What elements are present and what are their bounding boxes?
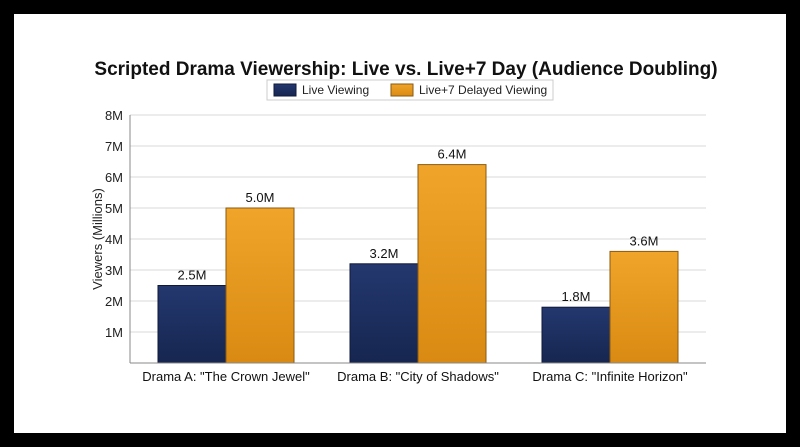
legend-swatch xyxy=(390,83,414,97)
y-axis-label: Viewers (Millions) xyxy=(90,188,105,290)
x-category-label: Drama A: "The Crown Jewel" xyxy=(142,369,310,384)
y-tick-label: 6M xyxy=(105,170,123,185)
bar-live xyxy=(157,285,227,364)
bar-value-label: 1.8M xyxy=(562,289,591,304)
legend-label: Live Viewing xyxy=(302,83,369,97)
y-tick-label: 5M xyxy=(105,201,123,216)
y-tick-label: 2M xyxy=(105,294,123,309)
axes: 1M 2M 3M 4M 5M 6M 7M 8M Drama A: "The Crown Jewe… xyxy=(105,108,706,384)
y-tick-label: 3M xyxy=(105,263,123,278)
y-tick-label: 1M xyxy=(105,325,123,340)
bar-value-label: 3.6M xyxy=(630,233,659,248)
bar-live xyxy=(541,306,611,364)
bar-value-label: 2.5M xyxy=(178,268,207,283)
bar-live xyxy=(349,263,419,364)
legend-label: Live+7 Delayed Viewing xyxy=(419,83,547,97)
y-tick-label: 4M xyxy=(105,232,123,247)
bar-value-label: 6.4M xyxy=(438,147,467,162)
x-category-label: Drama C: "Infinite Horizon" xyxy=(532,369,688,384)
bar-chart: Scripted Drama Viewership: Live vs. Live… xyxy=(90,59,718,384)
bar-value-label: 3.2M xyxy=(370,246,399,261)
y-tick-label: 7M xyxy=(105,139,123,154)
bar-value-label: 5.0M xyxy=(246,190,275,205)
chart-frame: Scripted Drama Viewership: Live vs. Live… xyxy=(14,14,786,433)
legend-swatch xyxy=(273,83,297,97)
y-tick-label: 8M xyxy=(105,108,123,123)
bar-delayed xyxy=(225,207,295,364)
bar-delayed xyxy=(417,164,487,364)
chart-title: Scripted Drama Viewership: Live vs. Live… xyxy=(94,59,717,80)
x-category-label: Drama B: "City of Shadows" xyxy=(337,369,499,384)
bar-delayed xyxy=(609,250,679,364)
legend: Live Viewing Live+7 Delayed Viewing xyxy=(266,79,554,101)
bars: 2.5M 5.0M 3.2M 6.4M 1.8M 3.6M xyxy=(157,147,679,364)
